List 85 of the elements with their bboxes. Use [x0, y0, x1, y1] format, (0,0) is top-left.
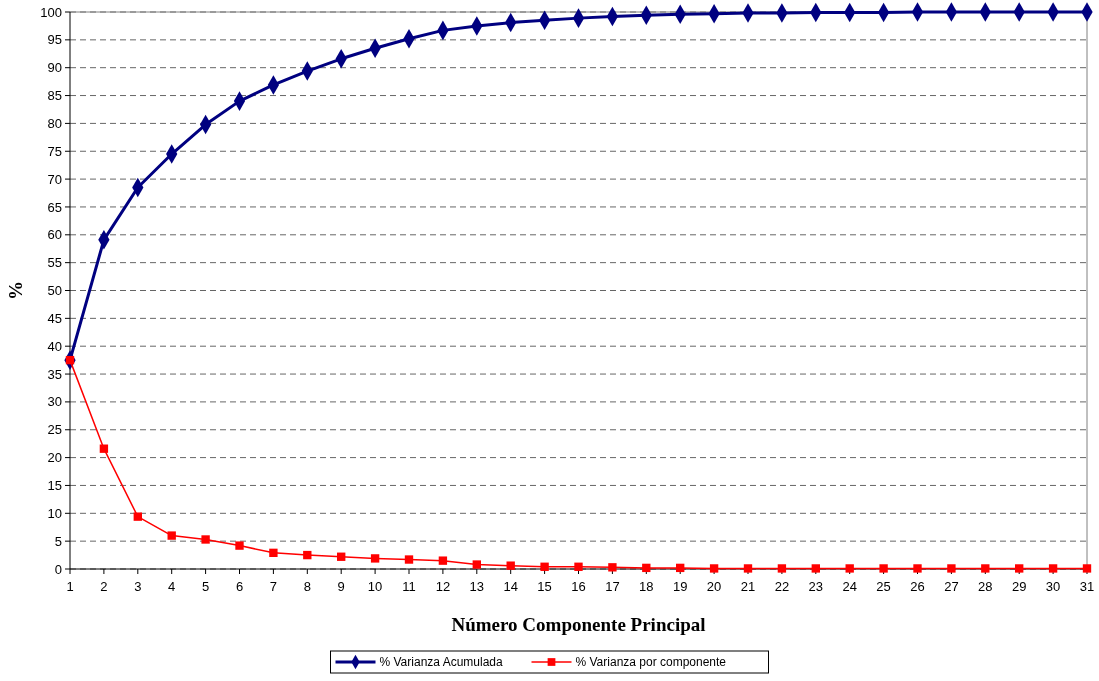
y-tick-label: 10: [47, 505, 62, 521]
x-tick-label: 31: [1079, 579, 1095, 594]
x-axis-title: Número Componente Principal: [451, 614, 706, 635]
x-tick-label: 28: [978, 579, 993, 594]
point: [99, 444, 109, 453]
point: [642, 563, 651, 573]
y-tick-label: 20: [47, 450, 62, 466]
y-axis-title: %: [5, 281, 26, 300]
point: [370, 554, 380, 563]
point: [947, 564, 956, 573]
point: [709, 564, 719, 573]
point: [777, 564, 787, 573]
x-tick-label: 19: [672, 579, 688, 594]
x-tick-label: 5: [201, 579, 210, 594]
y-tick-label: 75: [47, 143, 62, 159]
y-tick-label: 50: [47, 283, 62, 299]
x-tick-label: 11: [402, 579, 416, 594]
x-tick-label: 6: [235, 579, 244, 594]
y-tick-label: 100: [40, 4, 62, 20]
x-tick-label: 12: [435, 579, 451, 594]
x-tick-label: 2: [100, 579, 108, 594]
x-tick-label: 8: [303, 579, 311, 594]
point: [913, 564, 922, 573]
y-tick-label: 65: [47, 199, 62, 215]
point: [472, 560, 481, 569]
x-tick-label: 13: [469, 579, 485, 594]
point: [1048, 564, 1058, 573]
y-tick-label: 80: [47, 115, 62, 131]
y-tick-label: 60: [47, 227, 62, 243]
y-tick-label: 15: [47, 478, 62, 493]
point: [676, 563, 685, 573]
point: [540, 562, 549, 571]
x-tick-label: 21: [740, 579, 756, 594]
y-tick-label: 70: [47, 171, 62, 187]
x-tick-label: 26: [910, 579, 925, 594]
legend-label: % Varianza Acumulada: [379, 655, 504, 670]
x-tick-label: 17: [605, 579, 620, 594]
point: [235, 541, 244, 550]
legend-label: % Varianza por componente: [575, 655, 727, 670]
x-tick-label: 1: [66, 579, 74, 594]
point: [879, 564, 888, 573]
y-tick-label: 30: [47, 394, 62, 410]
x-tick-label: 18: [639, 579, 654, 594]
point: [303, 550, 312, 560]
x-tick-label: 10: [367, 579, 383, 594]
x-tick-label: 22: [774, 579, 790, 594]
x-tick-label: 3: [134, 579, 142, 594]
point: [167, 531, 176, 540]
x-tick-label: 7: [269, 579, 278, 594]
point: [811, 564, 820, 573]
x-tick-label: 9: [337, 579, 345, 594]
y-tick-label: 95: [47, 32, 62, 48]
point: [269, 548, 278, 558]
point: [201, 535, 210, 544]
point: [404, 555, 414, 564]
point: [743, 564, 753, 573]
y-tick-label: 85: [47, 88, 62, 104]
y-tick-label: 90: [47, 60, 62, 76]
point: [1015, 564, 1024, 573]
y-tick-label: 0: [54, 561, 62, 577]
point: [608, 563, 617, 572]
y-tick-label: 45: [47, 310, 62, 326]
y-tick-label: 40: [47, 338, 62, 354]
x-tick-label: 29: [1011, 579, 1027, 594]
y-tick-label: 5: [54, 533, 62, 549]
x-tick-label: 16: [571, 579, 586, 594]
point: [133, 512, 142, 521]
y-tick-label: 25: [47, 422, 62, 438]
x-tick-label: 20: [706, 579, 722, 594]
x-tick-label: 23: [808, 579, 824, 594]
x-tick-label: 24: [842, 579, 857, 594]
y-tick-label: 35: [47, 366, 62, 382]
x-tick-label: 14: [503, 579, 518, 594]
y-tick-label: 55: [47, 255, 62, 271]
x-tick-label: 4: [168, 579, 176, 594]
x-tick-label: 25: [876, 579, 891, 594]
point: [438, 556, 448, 565]
x-tick-label: 30: [1045, 579, 1061, 594]
point: [574, 562, 583, 571]
point: [337, 552, 346, 561]
point: [845, 564, 854, 573]
x-tick-label: 15: [537, 579, 552, 594]
point: [506, 561, 515, 570]
x-tick-label: 27: [944, 579, 959, 594]
point: [981, 564, 990, 573]
